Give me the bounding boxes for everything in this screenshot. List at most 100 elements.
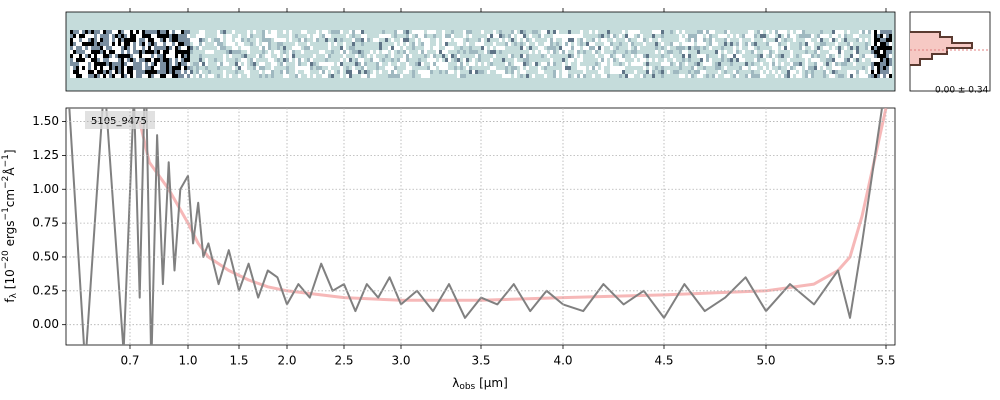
pixel (184, 38, 187, 42)
pixel (184, 30, 187, 34)
pixel (112, 54, 115, 58)
pixel (271, 58, 274, 62)
pixel (160, 62, 163, 66)
pixel (247, 30, 250, 34)
pixel (703, 54, 706, 58)
side-note: 0.00 ± 0.34 (935, 86, 989, 96)
pixel (304, 38, 307, 42)
pixel (787, 42, 790, 46)
pixel (268, 70, 271, 74)
pixel (679, 62, 682, 66)
pixel (160, 34, 163, 38)
pixel (70, 30, 73, 34)
pixel (388, 74, 391, 78)
pixel (505, 42, 508, 46)
pixel (274, 30, 277, 34)
pixel (262, 38, 265, 42)
pixel (163, 42, 166, 46)
pixel (358, 58, 361, 62)
pixel (817, 38, 820, 42)
pixel (283, 30, 286, 34)
pixel (619, 70, 622, 74)
pixel (85, 38, 88, 42)
pixel (253, 30, 256, 34)
pixel (322, 70, 325, 74)
pixel (514, 70, 517, 74)
pixel (295, 42, 298, 46)
pixel (733, 74, 736, 78)
pixel (79, 34, 82, 38)
pixel (517, 34, 520, 38)
pixel (190, 38, 193, 42)
pixel (490, 46, 493, 50)
pixel (679, 74, 682, 78)
pixel (262, 50, 265, 54)
label-box (85, 111, 155, 129)
pixel (97, 58, 100, 62)
pixel (466, 42, 469, 46)
pixel (100, 42, 103, 46)
pixel (808, 54, 811, 58)
pixel (850, 70, 853, 74)
pixel (640, 54, 643, 58)
pixel (661, 50, 664, 54)
pixel (796, 74, 799, 78)
pixel (229, 34, 232, 38)
pixel (769, 34, 772, 38)
pixel (385, 54, 388, 58)
pixel (73, 38, 76, 42)
pixel (310, 66, 313, 70)
pixel (484, 50, 487, 54)
pixel (562, 50, 565, 54)
pixel (565, 46, 568, 50)
pixel (223, 30, 226, 34)
pixel (754, 66, 757, 70)
pixel (619, 74, 622, 78)
pixel (277, 46, 280, 50)
pixel (589, 30, 592, 34)
pixel (619, 58, 622, 62)
pixel (112, 38, 115, 42)
pixel (880, 46, 883, 50)
pixel (754, 50, 757, 54)
pixel (244, 54, 247, 58)
pixel (667, 62, 670, 66)
pixel (355, 70, 358, 74)
pixel (460, 62, 463, 66)
pixel (607, 74, 610, 78)
pixel (523, 30, 526, 34)
pixel (142, 62, 145, 66)
pixel (610, 58, 613, 62)
pixel (217, 38, 220, 42)
pixel (82, 42, 85, 46)
pixel (328, 46, 331, 50)
pixel (238, 42, 241, 46)
pixel (172, 50, 175, 54)
pixel (625, 34, 628, 38)
pixel (445, 70, 448, 74)
pixel (661, 70, 664, 74)
pixel (499, 50, 502, 54)
pixel (886, 38, 889, 42)
pixel (439, 62, 442, 66)
pixel (91, 30, 94, 34)
pixel (793, 38, 796, 42)
pixel (757, 54, 760, 58)
pixel (400, 38, 403, 42)
y-tick-label: 0.50 (32, 249, 59, 263)
pixel (508, 42, 511, 46)
pixel (247, 50, 250, 54)
pixel (877, 30, 880, 34)
pixel (574, 74, 577, 78)
pixel (157, 74, 160, 78)
pixel (355, 50, 358, 54)
pixel (781, 30, 784, 34)
pixel (97, 38, 100, 42)
pixel (241, 46, 244, 50)
pixel (874, 42, 877, 46)
pixel (100, 74, 103, 78)
pixel (751, 34, 754, 38)
pixel (316, 30, 319, 34)
pixel (592, 50, 595, 54)
pixel (82, 50, 85, 54)
